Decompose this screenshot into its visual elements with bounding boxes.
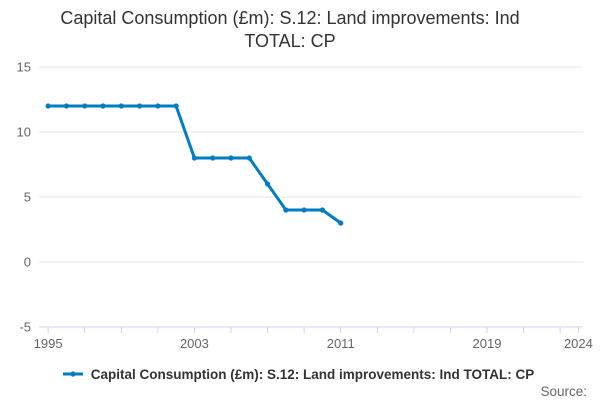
legend-item[interactable]: Capital Consumption (£m): S.12: Land imp…	[0, 364, 596, 384]
series-point-marker[interactable]	[283, 207, 289, 213]
series-point-marker[interactable]	[228, 155, 234, 161]
series-point-marker[interactable]	[63, 103, 70, 109]
y-axis-label: 10	[17, 125, 31, 140]
x-axis-label: 1995	[34, 336, 63, 351]
x-axis-label: 2019	[473, 336, 502, 351]
series-point-marker[interactable]	[118, 103, 124, 109]
chart-title: Capital Consumption (£m): S.12: Land imp…	[0, 7, 580, 53]
series-point-marker[interactable]	[264, 181, 271, 187]
series-point-marker[interactable]	[338, 220, 344, 226]
x-axis-label: 2003	[180, 336, 209, 351]
series-point-marker[interactable]	[82, 103, 88, 109]
legend-line-marker-icon	[62, 371, 83, 377]
y-axis-label: 0	[24, 255, 31, 270]
series-point-marker[interactable]	[155, 103, 161, 109]
series-point-marker[interactable]	[246, 155, 252, 161]
x-axis-label: 2024	[564, 336, 593, 351]
legend-label: Capital Consumption (£m): S.12: Land imp…	[90, 366, 535, 382]
y-axis-label: 15	[17, 60, 31, 75]
series-point-marker[interactable]	[136, 103, 143, 109]
series-point-marker[interactable]	[45, 103, 51, 109]
series-point-marker[interactable]	[100, 103, 106, 109]
series-point-marker[interactable]	[301, 207, 307, 213]
y-axis-label: 5	[24, 190, 31, 205]
chart-title-line2: TOTAL: CP	[244, 31, 336, 51]
source-label: Source:	[540, 384, 587, 399]
x-axis-label: 2011	[327, 336, 355, 351]
chart-title-line1: Capital Consumption (£m): S.12: Land imp…	[60, 8, 520, 28]
y-axis-label: -5	[19, 320, 31, 335]
series-point-marker[interactable]	[210, 155, 216, 161]
series-point-marker[interactable]	[191, 155, 198, 161]
series-point-marker[interactable]	[319, 207, 326, 213]
series-line[interactable]	[46, 104, 343, 225]
series-point-marker[interactable]	[173, 103, 179, 109]
